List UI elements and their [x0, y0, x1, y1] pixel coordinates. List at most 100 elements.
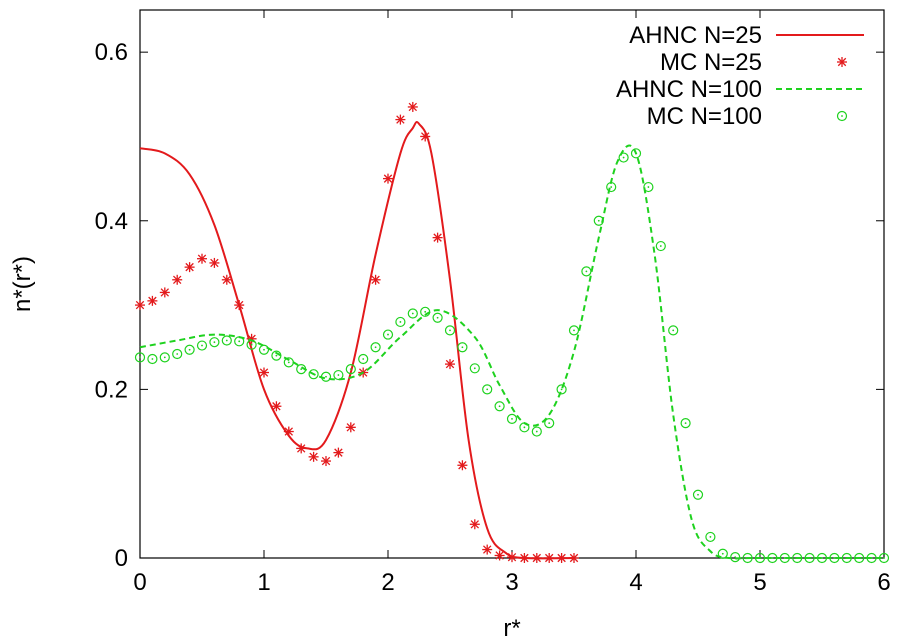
series-4-point [333, 369, 344, 381]
series-4-point [482, 384, 493, 395]
series-4-point [705, 531, 716, 543]
series-2-point [556, 553, 567, 563]
x-tick-label: 2 [381, 569, 394, 596]
tick-labels: 0 1 2 3 4 5 6 0 0.2 0.4 0.6 [95, 39, 891, 596]
series-2-point [333, 447, 344, 458]
series-layer [134, 101, 890, 564]
x-tick-label: 1 [257, 569, 270, 596]
series-4-point [159, 352, 170, 363]
series-4-point [246, 339, 257, 350]
series-2-point [184, 262, 195, 273]
series-4-point [432, 312, 443, 323]
series-4-point [816, 552, 828, 564]
series-4-point [382, 329, 394, 340]
series-4-point [184, 344, 195, 355]
series-2-point [445, 359, 455, 370]
series-2-point [197, 253, 207, 264]
legend-swatch [837, 57, 847, 67]
y-tick-label: 0.4 [95, 208, 128, 235]
legend-label: AHNC N=100 [616, 76, 762, 103]
series-4-point [407, 308, 418, 319]
series-4-point [668, 325, 679, 336]
series-2-point [283, 426, 294, 437]
series-3-line [139, 144, 884, 560]
series-4-point [134, 352, 146, 363]
series-4-point [258, 344, 270, 355]
series-2-point [432, 232, 443, 243]
series-2-point [457, 460, 468, 471]
series-4-point [643, 181, 654, 193]
series-4-point [792, 552, 803, 564]
series-4-point [147, 353, 158, 365]
series-2-point [321, 456, 331, 467]
axis-ticks [139, 10, 885, 559]
series-4-point [221, 335, 232, 346]
x-axis-label: r* [503, 615, 520, 642]
series-4-point [283, 357, 294, 368]
series-4-point [618, 152, 629, 163]
series-2-point [494, 550, 505, 561]
plot-frame [139, 9, 885, 559]
series-4-point [630, 148, 642, 159]
series-4-point [779, 552, 790, 564]
series-4-point [680, 418, 691, 429]
series-4-point [556, 384, 567, 395]
series-2-point [531, 553, 542, 563]
series-4-point [829, 552, 840, 564]
series-2-point [172, 274, 183, 285]
x-tick-label: 0 [133, 569, 146, 596]
series-2-point [271, 401, 282, 412]
legend-label: MC N=25 [660, 49, 762, 76]
y-tick-label: 0 [115, 545, 128, 572]
series-4-point [209, 337, 220, 348]
series-4-point [841, 552, 852, 564]
series-4-point [804, 552, 815, 564]
series-4-point [345, 364, 356, 375]
legend-label: MC N=100 [647, 103, 762, 130]
series-4-point [742, 552, 753, 564]
y-tick-label: 0.6 [95, 39, 128, 66]
series-4-point [878, 552, 890, 564]
series-2-point [519, 553, 530, 563]
series-4-point [606, 181, 617, 193]
series-2-point [135, 300, 145, 311]
series-4-point [717, 548, 728, 559]
series-4-point [767, 552, 778, 564]
series-4-point [506, 413, 518, 424]
series-4-point [172, 348, 183, 360]
series-4-point [854, 552, 865, 564]
series-2-point [308, 451, 319, 462]
y-axis-label: n*(r*) [9, 256, 36, 312]
series-4-point [370, 342, 381, 353]
series-2-point [544, 553, 555, 563]
series-2-point [345, 422, 356, 433]
series-4-point [593, 215, 604, 226]
legend-swatch [836, 110, 848, 122]
series-4-point [655, 240, 666, 252]
x-tick-label: 5 [753, 569, 766, 596]
series-4-point [568, 325, 580, 336]
series-4-point [420, 306, 431, 317]
series-2-point [296, 443, 307, 454]
series-4-point [531, 426, 542, 437]
x-tick-label: 6 [877, 569, 890, 596]
series-2-point [259, 367, 269, 378]
x-tick-label: 3 [505, 569, 518, 596]
y-tick-label: 0.2 [95, 376, 128, 403]
series-4-point [196, 340, 208, 351]
series-2-point [420, 131, 431, 142]
series-4-point [692, 489, 704, 500]
series-4-point [234, 336, 245, 347]
series-2-point [159, 287, 170, 298]
x-tick-label: 4 [629, 569, 642, 596]
series-2-point [469, 519, 480, 530]
series-4-point [320, 371, 332, 382]
series-4-point [444, 325, 456, 336]
series-4-point [271, 350, 282, 361]
series-4-point [754, 552, 766, 564]
legend-label: AHNC N=25 [629, 22, 762, 49]
series-2-point [234, 300, 245, 311]
series-2-point [370, 274, 381, 285]
